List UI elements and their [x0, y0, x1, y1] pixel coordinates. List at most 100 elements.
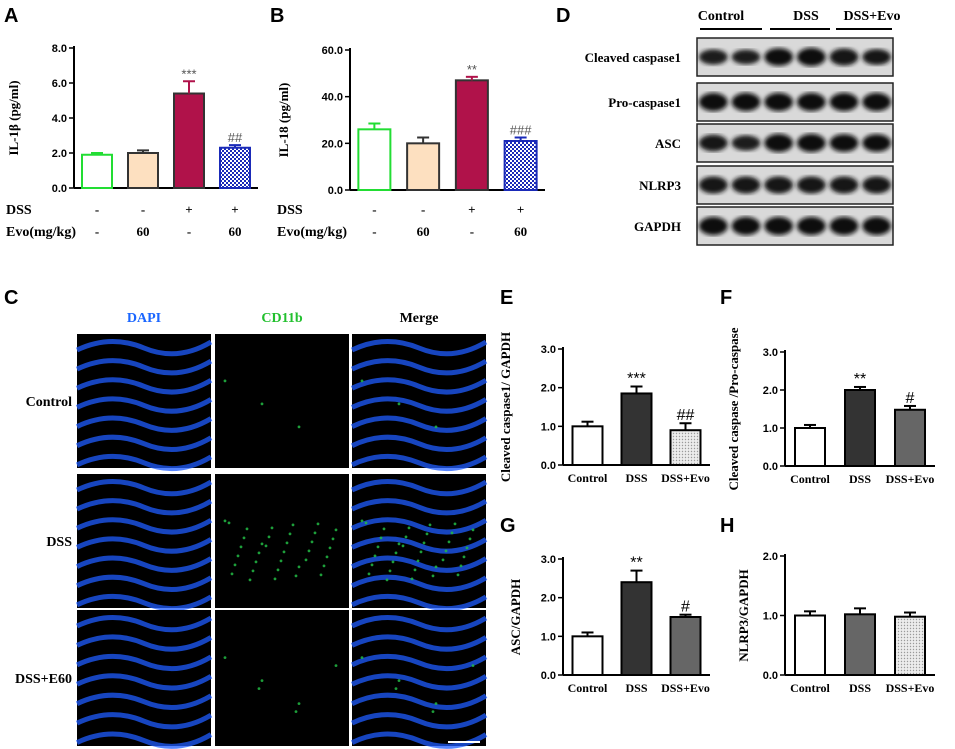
- blot-band: [796, 47, 826, 67]
- cd11b-signal: [444, 549, 448, 553]
- y-axis-label: ASC/GAPDH: [508, 579, 523, 656]
- y-tick-label: 2.0: [52, 148, 67, 160]
- cd11b-signal: [471, 528, 475, 532]
- y-axis-label: IL-1β (pg/ml): [6, 80, 21, 155]
- dapi-fold: [75, 453, 213, 472]
- dapi-fold: [350, 498, 488, 516]
- dapi-fold: [350, 377, 488, 395]
- dapi-fold: [350, 517, 488, 535]
- bar: [127, 152, 159, 189]
- blot-row-label: NLRP3: [639, 178, 681, 193]
- panel-label-A: A: [4, 5, 18, 27]
- blot-band: [698, 134, 728, 152]
- blot-band: [796, 216, 826, 236]
- cd11b-signal: [450, 531, 454, 535]
- bar: [844, 613, 876, 676]
- cd11b-signal: [288, 532, 292, 536]
- cd11b-signal: [310, 540, 314, 544]
- blot-band: [829, 92, 859, 112]
- cd11b-signal: [434, 702, 438, 705]
- micro-column-label: CD11b: [261, 311, 302, 326]
- cd11b-signal: [394, 551, 398, 555]
- cd11b-signal: [404, 535, 408, 539]
- cd11b-signal: [385, 578, 389, 582]
- cd11b-signal: [257, 551, 261, 555]
- blot-band: [829, 134, 859, 152]
- cd11b-signal: [394, 687, 398, 690]
- blot-band: [731, 176, 761, 194]
- bar: [794, 427, 826, 467]
- cd11b-signal: [364, 521, 368, 525]
- evo-value: -: [470, 224, 474, 239]
- cd11b-signal: [370, 563, 374, 567]
- cd11b-signal: [322, 564, 326, 568]
- cd11b-signal: [270, 526, 274, 530]
- cd11b-signal: [239, 545, 243, 549]
- blot-band: [862, 134, 892, 152]
- dapi-fold: [75, 593, 213, 612]
- blot-band: [764, 216, 794, 236]
- cd11b-signal: [297, 565, 301, 569]
- cd11b-signal: [334, 664, 338, 667]
- cd11b-signal: [428, 523, 432, 527]
- panel-label-D: D: [556, 5, 570, 27]
- dapi-fold: [75, 415, 213, 433]
- blot-band: [829, 216, 859, 236]
- cd11b-signal: [307, 549, 311, 553]
- blot-band: [764, 133, 794, 153]
- cd11b-signal: [276, 568, 280, 572]
- blot-band: [764, 48, 794, 66]
- cd11b-signal: [260, 402, 264, 406]
- category-label: Control: [790, 681, 830, 695]
- cd11b-signal: [245, 527, 249, 531]
- y-tick-label: 4.0: [52, 113, 67, 125]
- cd11b-signal: [334, 528, 338, 532]
- dapi-fold: [350, 653, 488, 672]
- category-label: DSS: [849, 681, 871, 695]
- y-axis-label: Cleaved caspase1/ GAPDH: [498, 332, 513, 482]
- chart-cleaved-pro-caspase: 0.0 1.0 2.0 3.0 Cleaved caspase /Pro-caspase…: [726, 327, 935, 490]
- blot-band: [796, 92, 826, 112]
- cd11b-signal: [291, 523, 295, 527]
- cd11b-signal: [325, 555, 329, 559]
- y-tick-label: 3.0: [763, 347, 778, 359]
- cd11b-signal: [279, 559, 283, 563]
- panel-label-C: C: [4, 287, 18, 309]
- cd11b-signal: [441, 558, 445, 562]
- cd11b-signal: [391, 560, 395, 564]
- bar: [571, 635, 604, 676]
- dss-value: +: [468, 202, 475, 217]
- blot-row-label: Pro-caspase1: [608, 95, 681, 110]
- dapi-fold: [350, 593, 488, 612]
- cd11b-signal: [434, 565, 438, 569]
- bar: [794, 614, 826, 676]
- cd11b-signal: [360, 519, 364, 523]
- blot-strip: [696, 37, 894, 77]
- dapi-fold: [350, 692, 488, 710]
- category-label: DSS+Evo: [886, 681, 935, 695]
- cd11b-signal: [223, 379, 227, 383]
- blot-band: [796, 133, 826, 153]
- blot-strip: [696, 123, 894, 163]
- dss-value: +: [185, 202, 192, 217]
- cd11b-signal: [425, 532, 429, 536]
- evo-value: 60: [229, 224, 242, 239]
- y-tick-label: 2.0: [541, 593, 556, 605]
- category-label: DSS+Evo: [661, 681, 710, 695]
- panel-label-H: H: [720, 515, 734, 537]
- dss-row-label: DSS: [6, 203, 32, 218]
- dapi-fold: [75, 574, 213, 592]
- blot-band: [731, 49, 761, 65]
- evo-row-label: Evo(mg/kg): [6, 225, 76, 240]
- dss-value: +: [517, 202, 524, 217]
- blot-band: [698, 92, 728, 112]
- cd11b-signal: [373, 554, 377, 558]
- dapi-fold: [350, 396, 488, 414]
- cd11b-signal: [379, 536, 383, 540]
- dapi-fold: [75, 634, 213, 652]
- category-label: Control: [568, 681, 608, 695]
- cd11b-signal: [382, 527, 386, 531]
- bar: [669, 429, 702, 467]
- bar: [357, 128, 392, 191]
- cd11b-signal: [254, 560, 258, 564]
